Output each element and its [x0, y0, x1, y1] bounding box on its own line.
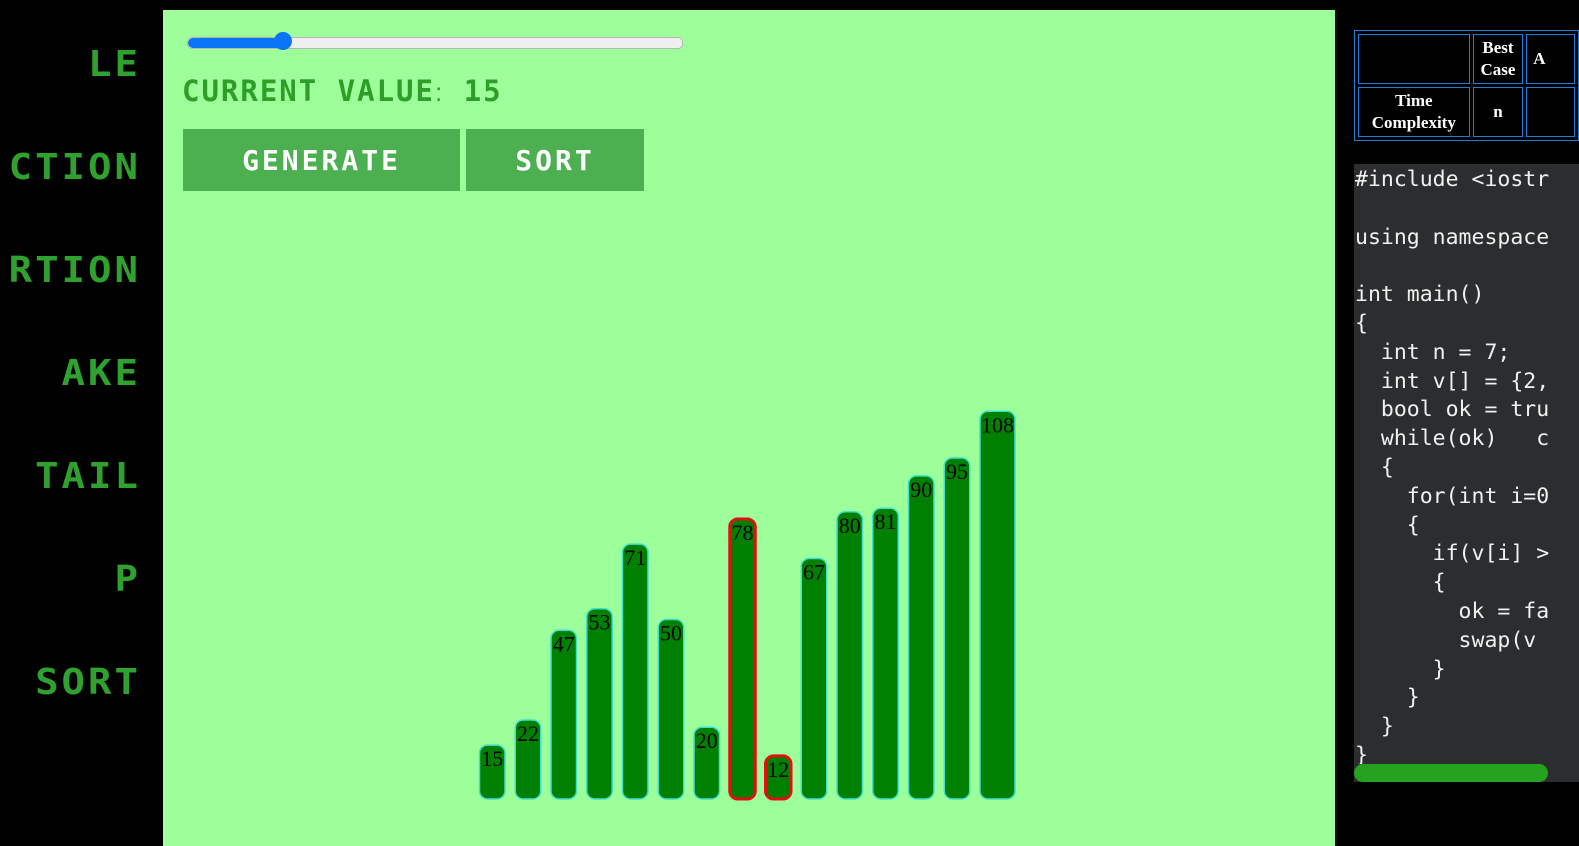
array-size-slider[interactable]: [187, 37, 683, 49]
code-line: if(v[i] >: [1355, 541, 1550, 567]
sidebar-nav: LE CTION RTION AKE TAIL P SORT: [0, 0, 163, 846]
table-cell-average: [1526, 87, 1575, 137]
bar-label-4: 71: [624, 545, 646, 570]
table-header-average-case: A: [1526, 34, 1575, 84]
bar-label-12: 90: [910, 477, 932, 502]
table-header-empty: [1358, 34, 1470, 84]
generate-button[interactable]: GENERATE: [183, 129, 460, 191]
code-line: int main(): [1355, 282, 1485, 308]
bar-13: [943, 457, 971, 800]
info-panel: Best Case A Time Complexity n #include <…: [1335, 0, 1579, 846]
complexity-table: Best Case A Time Complexity n: [1354, 30, 1579, 141]
code-listing: #include <iostr using namespace int main…: [1355, 166, 1549, 764]
slider-fill: [188, 38, 284, 48]
code-line: int v[] = {2,: [1355, 368, 1550, 394]
table-row-label: Time Complexity: [1358, 87, 1470, 137]
code-line: #include <iostr: [1355, 167, 1550, 192]
bar-label-10: 80: [839, 513, 861, 538]
table-cell-best: n: [1472, 87, 1524, 137]
current-value-separator: :: [434, 77, 445, 107]
current-value-display: CURRENT VALUE: 15: [182, 74, 503, 108]
bar-7: [728, 517, 757, 801]
bar-9: [800, 557, 828, 800]
bar-label-13: 95: [946, 459, 968, 484]
code-line: {: [1355, 454, 1394, 480]
visualizer-panel: CURRENT VALUE: 15 GENERATE SORT 15 22 47 53…: [163, 10, 1335, 846]
bar-label-14: 108: [981, 412, 1014, 437]
nav-item-bubble-sort[interactable]: LE: [88, 43, 141, 86]
nav-item-insertion-sort[interactable]: RTION: [8, 249, 141, 292]
code-line: [1355, 252, 1549, 281]
bar-0: [478, 744, 506, 800]
bar-14: [979, 410, 1016, 800]
bar-3: [586, 607, 613, 800]
code-line: while(ok) c: [1355, 426, 1550, 452]
bar-1: [514, 719, 542, 800]
bar-2: [550, 629, 578, 800]
bar-label-6: 20: [696, 728, 718, 753]
code-line: bool ok = tru: [1355, 397, 1550, 423]
nav-item-selection-sort[interactable]: CTION: [8, 146, 141, 189]
sort-button[interactable]: SORT: [466, 129, 644, 191]
nav-item-shake-sort[interactable]: AKE: [61, 352, 141, 395]
scrollbar-thumb[interactable]: [1354, 764, 1548, 782]
bar-6: [693, 726, 721, 800]
bar-label-3: 53: [589, 610, 611, 635]
bar-5: [657, 618, 685, 800]
bar-label-8: 12: [767, 757, 789, 782]
code-line: for(int i=0: [1355, 483, 1550, 509]
bar-10: [836, 511, 864, 800]
bar-4: [621, 543, 649, 800]
table-header-best-case: Best Case: [1472, 34, 1524, 84]
nav-item-cocktail-sort[interactable]: TAIL: [35, 455, 141, 498]
code-line: int n = 7;: [1355, 339, 1511, 365]
bar-chart: 15 22 47 53 71 50 20 78 12 67 80 81 90 95 108: [478, 410, 1016, 801]
nav-item-sort[interactable]: SORT: [35, 661, 141, 704]
code-line: ok = fa: [1355, 598, 1550, 624]
bar-12: [907, 475, 935, 800]
bar-8: [764, 754, 793, 801]
code-line: using namespace: [1355, 224, 1550, 250]
bar-11: [872, 507, 899, 800]
code-viewer[interactable]: #include <iostr using namespace int main…: [1354, 164, 1579, 764]
current-value-label: CURRENT VALUE: [182, 74, 435, 108]
bar-label-2: 47: [553, 631, 575, 656]
code-line: }: [1355, 714, 1394, 740]
nav-item-heap-sort[interactable]: P: [114, 558, 141, 601]
bar-label-0: 15: [481, 746, 503, 771]
bar-label-11: 81: [875, 509, 897, 534]
current-value-number: 15: [463, 74, 503, 108]
code-line: }: [1355, 656, 1446, 682]
bar-label-1: 22: [517, 721, 539, 746]
code-line: [1355, 195, 1549, 224]
table-row: Time Complexity n: [1358, 87, 1575, 137]
code-line: }: [1355, 742, 1368, 764]
bar-label-9: 67: [803, 559, 825, 584]
code-line: }: [1355, 685, 1420, 711]
bar-label-7: 78: [732, 520, 754, 545]
slider-thumb[interactable]: [273, 32, 292, 50]
code-horizontal-scrollbar[interactable]: [1354, 764, 1579, 782]
code-line: {: [1355, 310, 1368, 336]
code-line: {: [1355, 570, 1446, 596]
code-line: swap(v: [1355, 627, 1537, 653]
bar-label-5: 50: [660, 621, 682, 646]
code-line: {: [1355, 512, 1420, 538]
table-header-row: Best Case A: [1358, 34, 1575, 84]
